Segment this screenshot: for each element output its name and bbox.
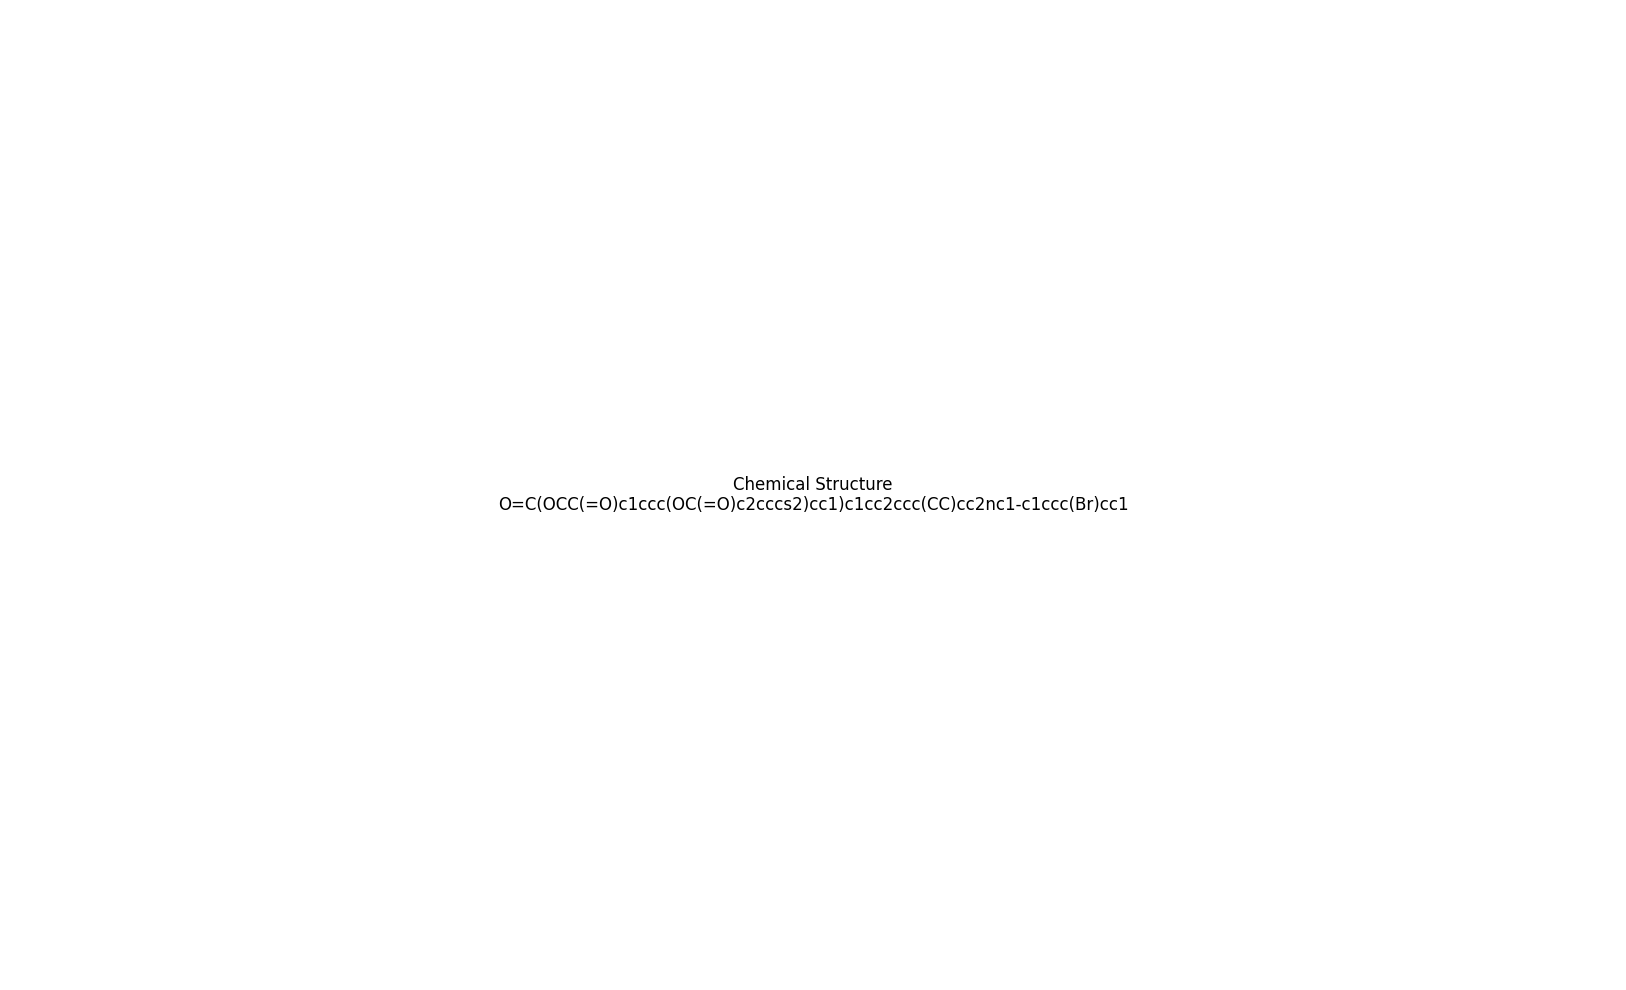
Text: Chemical Structure
O=C(OCC(=O)c1ccc(OC(=O)c2cccs2)cc1)c1cc2ccc(CC)cc2nc1-c1ccc(B: Chemical Structure O=C(OCC(=O)c1ccc(OC(=… [498, 475, 1128, 515]
